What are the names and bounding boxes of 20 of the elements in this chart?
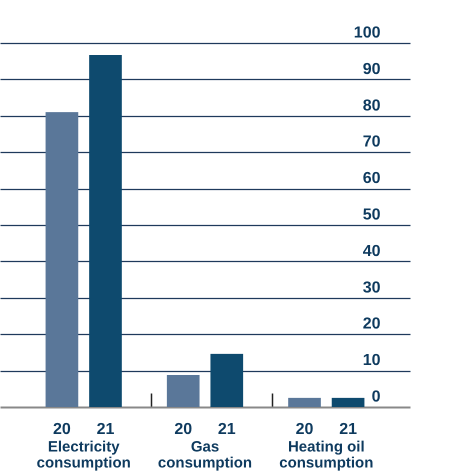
y-tick-label: 20 — [362, 316, 381, 333]
y-tick-label: 100 — [354, 24, 381, 42]
x-tick-label: Heating oil consumption — [279, 438, 374, 472]
y-tick-label: 0 — [372, 388, 381, 406]
text: 20 — [296, 421, 314, 438]
y-tick-label: 90 — [362, 60, 381, 78]
text: 21 — [339, 421, 357, 438]
series-label: 20 — [53, 421, 71, 438]
y-tick-label: 10 — [362, 352, 381, 370]
y-tick-label: 60 — [362, 170, 381, 188]
y-tick-label: 50 — [362, 206, 381, 224]
series-label: 21 — [96, 421, 114, 438]
y-tick-label: 70 — [362, 134, 381, 151]
y-tick-label: 30 — [362, 279, 381, 296]
text: 21 — [218, 421, 236, 438]
y-tick-label: 40 — [362, 242, 381, 260]
x-tick-label: Electricity consumption — [36, 438, 131, 472]
y-tick-label: 80 — [362, 97, 381, 114]
text: 20 — [174, 421, 192, 438]
x-tick-label: Gas consumption — [158, 438, 252, 472]
